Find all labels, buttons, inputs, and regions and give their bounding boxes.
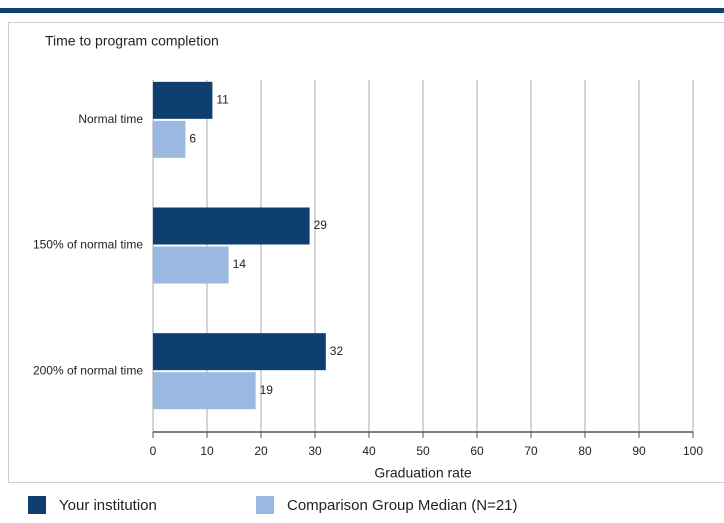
x-tick-label: 40 xyxy=(362,444,376,458)
value-label: 14 xyxy=(233,257,247,271)
chart-title: Time to program completion xyxy=(45,33,219,49)
bar xyxy=(153,121,185,158)
legend-label: Your institution xyxy=(59,497,157,514)
bar xyxy=(153,333,326,370)
x-tick-label: 80 xyxy=(578,444,592,458)
value-label: 6 xyxy=(189,132,196,146)
legend-label: Comparison Group Median (N=21) xyxy=(287,497,518,514)
legend-swatch xyxy=(256,496,274,514)
x-tick-label: 60 xyxy=(470,444,484,458)
value-label: 32 xyxy=(330,344,344,358)
x-tick-label: 0 xyxy=(150,444,157,458)
bar xyxy=(153,247,229,284)
x-tick-label: 20 xyxy=(254,444,268,458)
top-band xyxy=(0,8,724,13)
x-tick-label: 10 xyxy=(200,444,214,458)
x-tick-label: 50 xyxy=(416,444,430,458)
bar xyxy=(153,82,212,119)
value-label: 29 xyxy=(314,218,328,232)
y-tick-label: 200% of normal time xyxy=(33,363,143,377)
x-tick-label: 90 xyxy=(632,444,646,458)
y-tick-label: 150% of normal time xyxy=(33,238,143,252)
value-label: 19 xyxy=(260,383,274,397)
value-label: 11 xyxy=(216,93,229,107)
legend-swatch xyxy=(28,496,46,514)
bar xyxy=(153,372,256,409)
panel-border xyxy=(9,23,724,483)
x-tick-label: 70 xyxy=(524,444,538,458)
bar xyxy=(153,208,310,245)
x-tick-label: 100 xyxy=(683,444,703,458)
x-tick-label: 30 xyxy=(308,444,322,458)
x-axis-label: Graduation rate xyxy=(374,465,471,481)
y-tick-label: Normal time xyxy=(78,112,143,126)
